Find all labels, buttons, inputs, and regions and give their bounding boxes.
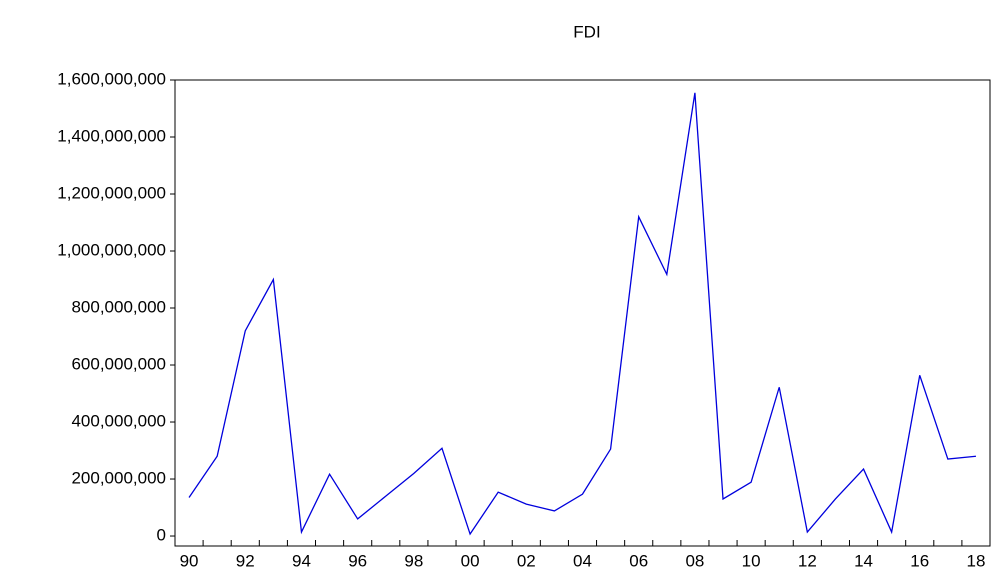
y-tick-label: 400,000,000 <box>71 412 166 431</box>
y-tick-label: 0 <box>157 526 166 545</box>
x-tick-label: 02 <box>517 551 536 570</box>
y-tick-label: 1,600,000,000 <box>57 69 166 88</box>
plot-frame <box>174 79 991 547</box>
x-tick-label: 14 <box>854 551 873 570</box>
y-tick-label: 1,400,000,000 <box>57 126 166 145</box>
y-tick-label: 600,000,000 <box>71 354 166 373</box>
x-tick-label: 96 <box>348 551 367 570</box>
x-tick-label: 06 <box>629 551 648 570</box>
x-tick-label: 94 <box>292 551 311 570</box>
x-tick-label: 98 <box>404 551 423 570</box>
chart-title: FDI <box>573 22 600 41</box>
x-tick-label: 04 <box>573 551 592 570</box>
x-tick-label: 90 <box>180 551 199 570</box>
data-line <box>188 92 977 536</box>
x-tick-label: 08 <box>685 551 704 570</box>
y-tick-label: 800,000,000 <box>71 297 166 316</box>
x-tick-label: 12 <box>798 551 817 570</box>
y-tick-label: 200,000,000 <box>71 469 166 488</box>
y-tick-label: 1,000,000,000 <box>57 240 166 259</box>
x-tick-label: 18 <box>966 551 985 570</box>
x-tick-label: 92 <box>236 551 255 570</box>
x-tick-label: 10 <box>742 551 761 570</box>
y-tick-label: 1,200,000,000 <box>57 183 166 202</box>
x-tick-label: 00 <box>461 551 480 570</box>
x-tick-label: 16 <box>910 551 929 570</box>
